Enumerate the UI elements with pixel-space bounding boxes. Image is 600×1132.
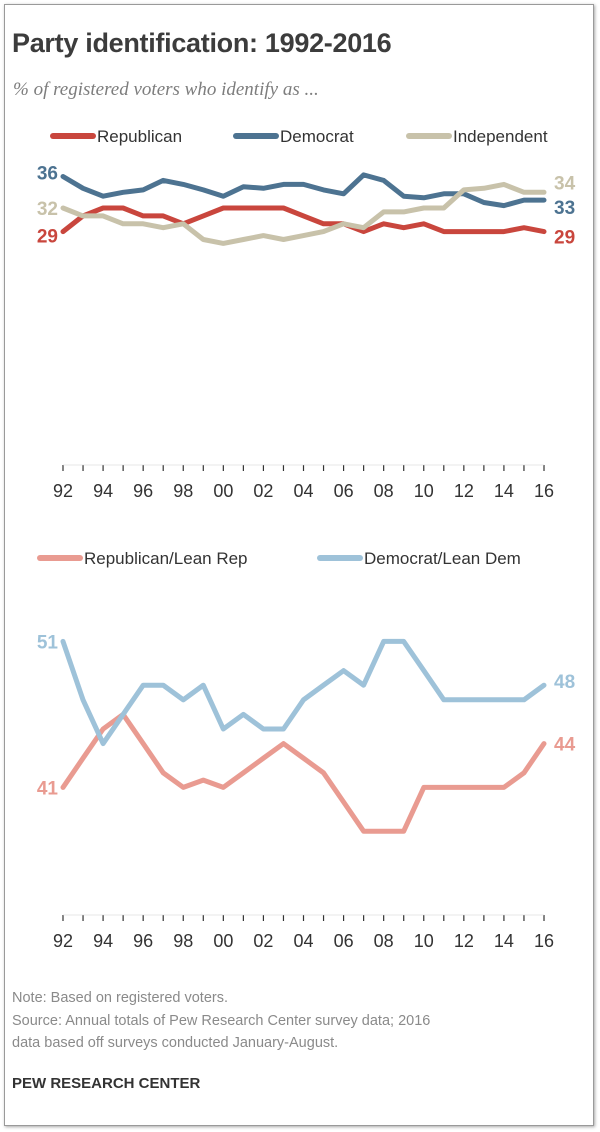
x-tick-label-96: 96 <box>133 931 153 951</box>
x-tick-label-94: 94 <box>93 481 113 501</box>
x-tick-label-98: 98 <box>173 481 193 501</box>
legend-label-republican: Republican <box>97 127 182 146</box>
source-text-line2: data based off surveys conducted January… <box>12 1035 339 1051</box>
end-label-republican-lean-rep: 44 <box>554 735 576 756</box>
end-label-republican: 29 <box>554 228 575 249</box>
chart-title: Party identification: 1992-2016 <box>12 28 392 58</box>
x-tick-label-02: 02 <box>253 481 273 501</box>
x-tick-label-16: 16 <box>534 481 554 501</box>
brand-logo-text: PEW RESEARCH CENTER <box>12 1075 201 1092</box>
series-line-democrat <box>60 172 547 209</box>
x-tick-label-12: 12 <box>454 931 474 951</box>
legend-label-republican-lean-rep: Republican/Lean Rep <box>84 549 248 568</box>
party-id-chart: Republican Democrat Independent 92 94 96 98 00 0… <box>37 127 576 501</box>
start-label-democrat-lean-dem: 51 <box>37 632 59 653</box>
x-tick-label-06: 06 <box>334 931 354 951</box>
x-tick-label-02: 02 <box>253 931 273 951</box>
start-label-republican: 29 <box>37 227 58 248</box>
x-tick-label-06: 06 <box>334 481 354 501</box>
x-tick-label-98: 98 <box>173 931 193 951</box>
series-line-republican-lean-rep <box>60 711 547 834</box>
end-label-democrat-lean-dem: 48 <box>554 672 575 693</box>
chart-subtitle: % of registered voters who identify as .… <box>13 79 319 100</box>
end-label-democrat: 33 <box>554 198 575 219</box>
x-tick-label-12: 12 <box>454 481 474 501</box>
source-text-line1: Source: Annual totals of Pew Research Ce… <box>12 1013 431 1029</box>
legend-label-independent: Independent <box>453 127 548 146</box>
x-tick-label-16: 16 <box>534 931 554 951</box>
legend-label-democrat-lean-dem: Democrat/Lean Dem <box>364 549 521 568</box>
x-tick-label-92: 92 <box>53 481 73 501</box>
x-tick-label-14: 14 <box>494 481 514 501</box>
x-tick-label-94: 94 <box>93 931 113 951</box>
x-tick-label-96: 96 <box>133 481 153 501</box>
party-lean-chart: Republican/Lean Rep Democrat/Lean Dem 92 94… <box>37 549 576 951</box>
series-line-independent <box>60 181 547 246</box>
x-tick-label-14: 14 <box>494 931 514 951</box>
chart-frame <box>4 4 594 1126</box>
x-tick-label-00: 00 <box>213 931 233 951</box>
start-label-republican-lean-rep: 41 <box>37 778 59 799</box>
x-tick-label-04: 04 <box>293 481 313 501</box>
x-tick-label-00: 00 <box>213 481 233 501</box>
note-text: Note: Based on registered voters. <box>12 990 229 1006</box>
x-tick-label-10: 10 <box>414 931 434 951</box>
x-tick-label-10: 10 <box>414 481 434 501</box>
end-label-independent: 34 <box>554 173 576 194</box>
legend-label-democrat: Democrat <box>280 127 354 146</box>
series-line-republican <box>60 205 547 235</box>
x-tick-label-92: 92 <box>53 931 73 951</box>
x-tick-label-08: 08 <box>374 481 394 501</box>
x-tick-label-04: 04 <box>293 931 313 951</box>
start-label-independent: 32 <box>37 199 58 220</box>
x-tick-label-08: 08 <box>374 931 394 951</box>
start-label-democrat: 36 <box>37 164 58 185</box>
series-line-democrat-lean-dem <box>60 638 547 747</box>
